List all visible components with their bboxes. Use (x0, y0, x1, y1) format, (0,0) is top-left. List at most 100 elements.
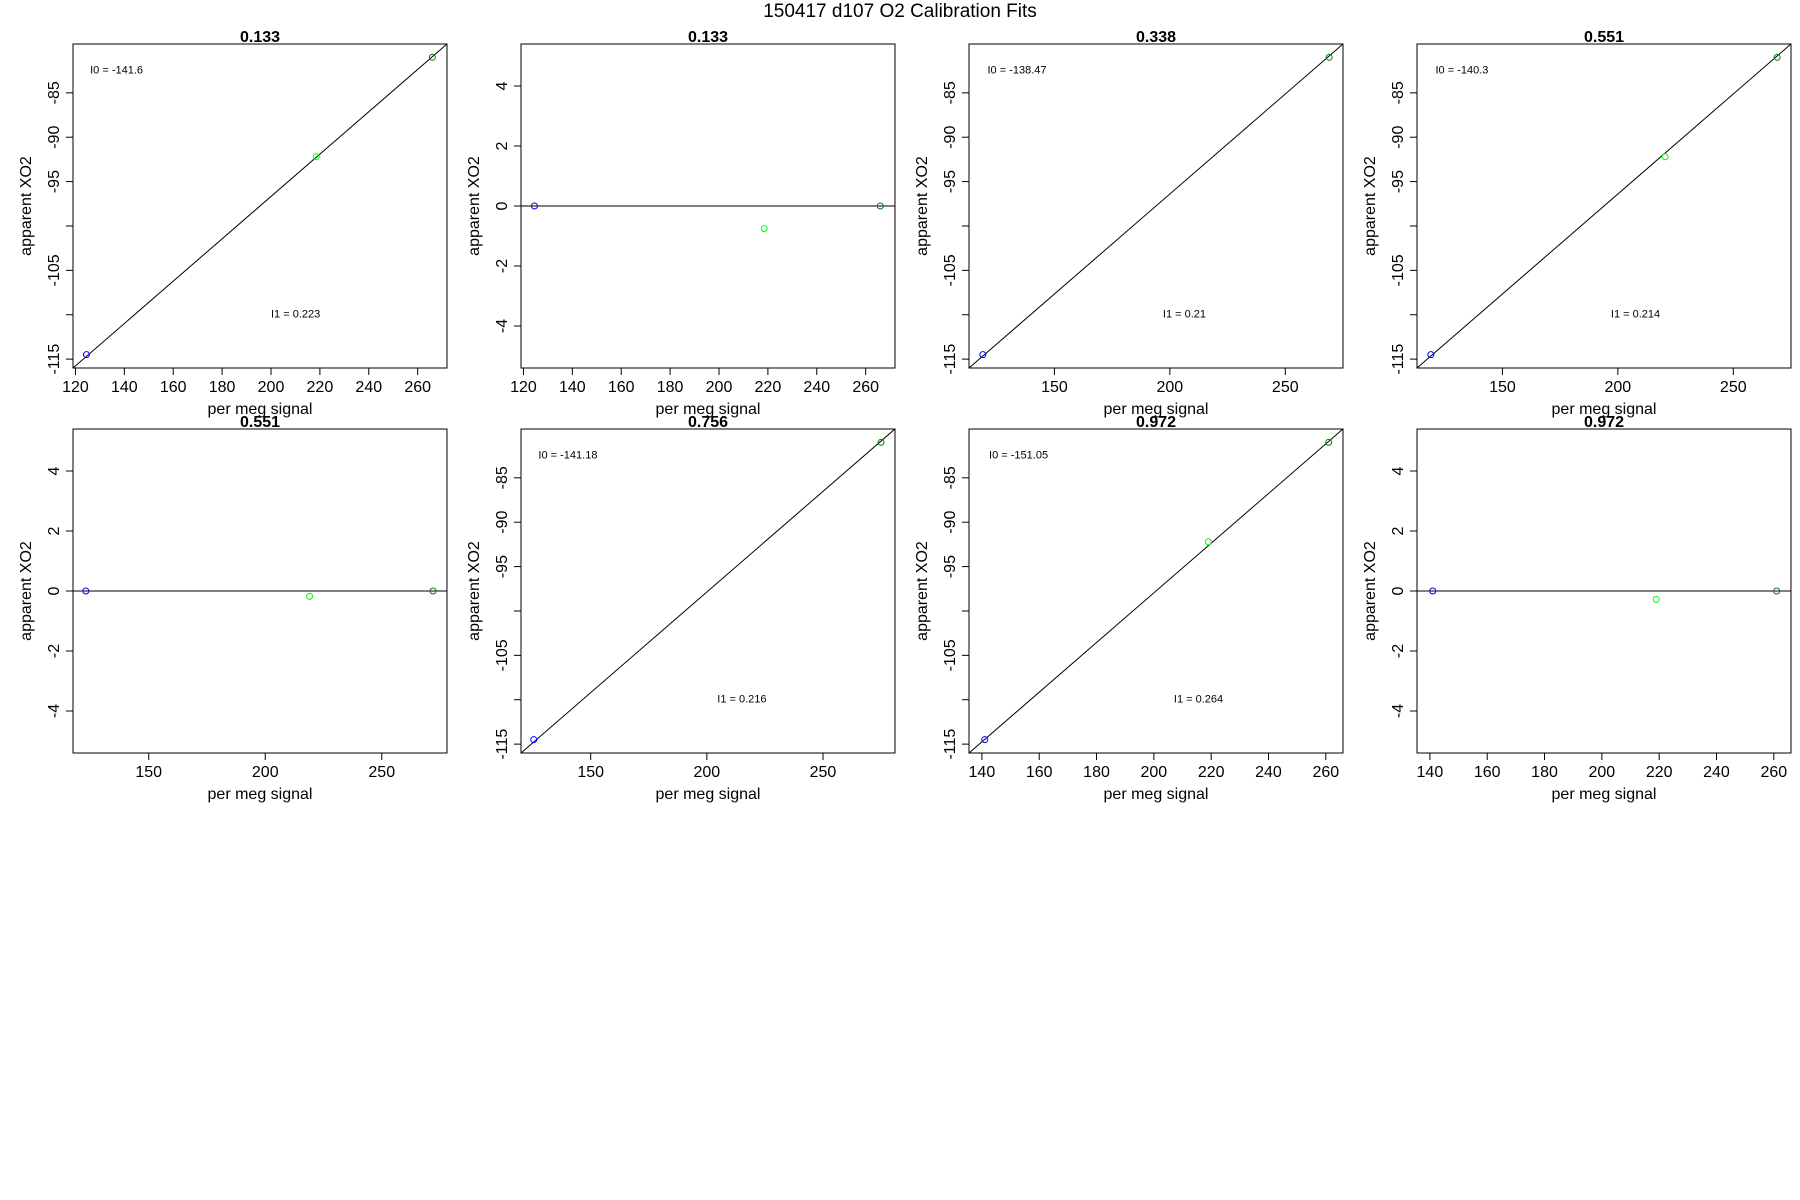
calibration-panel-1: 0.133 120 140 160 180 200 220 240 260 -115 -105 -95… (18, 29, 448, 418)
x-tick-label: 180 (1083, 764, 1110, 781)
data-point (981, 736, 989, 744)
y-tick-label: -105 (1390, 254, 1407, 286)
y-tick-label: -90 (1390, 126, 1407, 149)
x-tick-label: 200 (693, 764, 720, 781)
x-tick-label: 120 (510, 379, 537, 396)
y-tick-label: 4 (494, 81, 511, 90)
data-point (760, 225, 768, 232)
x-tick-label: 200 (1157, 379, 1184, 396)
x-tick-label: 200 (1605, 379, 1632, 396)
data-point (530, 736, 538, 744)
x-tick-label: 160 (1026, 764, 1053, 781)
x-axis-label: per meg signal (208, 401, 313, 418)
y-axis-label: apparent XO2 (914, 156, 931, 256)
panel-title: 0.972 (1136, 414, 1176, 431)
fit-line (969, 44, 1343, 368)
y-axis-label: apparent XO2 (466, 156, 483, 256)
y-axis-label: apparent XO2 (18, 541, 35, 641)
y-tick-label: -105 (942, 639, 959, 671)
fit-annotation: I1 = 0.264 (1174, 693, 1223, 705)
plot-frame (72, 428, 448, 754)
y-tick-label: -2 (494, 259, 511, 273)
x-tick-label: 240 (1703, 764, 1730, 781)
y-tick-label: -85 (46, 81, 63, 104)
x-tick-label: 150 (577, 764, 604, 781)
y-tick-label: -85 (1390, 81, 1407, 104)
y-tick-label: -95 (942, 170, 959, 193)
plot-frame (72, 43, 448, 369)
data-point (306, 592, 314, 600)
fit-line (521, 429, 895, 753)
data-point (1429, 587, 1437, 595)
panel-title: 0.551 (1584, 29, 1624, 46)
x-tick-label: 240 (803, 379, 830, 396)
x-axis-label: per meg signal (1552, 786, 1657, 803)
x-tick-label: 180 (1531, 764, 1558, 781)
x-tick-label: 200 (252, 764, 279, 781)
y-tick-label: -4 (46, 704, 63, 718)
y-tick-label: 2 (494, 141, 511, 150)
x-tick-label: 180 (657, 379, 684, 396)
y-tick-label: -85 (942, 81, 959, 104)
data-point (1204, 538, 1212, 546)
data-point (428, 53, 436, 61)
data-point (1773, 587, 1781, 595)
data-point (312, 153, 320, 161)
fit-line (969, 429, 1343, 753)
fit-line (1417, 44, 1791, 368)
plot-frame (968, 43, 1344, 369)
fit-annotation: I1 = 0.216 (717, 693, 766, 705)
x-tick-label: 260 (404, 379, 431, 396)
x-tick-label: 160 (160, 379, 187, 396)
y-tick-label: 0 (494, 201, 511, 210)
y-tick-label: 2 (46, 526, 63, 535)
y-tick-label: -2 (1390, 644, 1407, 658)
y-tick-label: -95 (1390, 170, 1407, 193)
y-tick-label: -105 (46, 254, 63, 286)
data-point (82, 351, 90, 359)
y-tick-label: 2 (1390, 526, 1407, 535)
x-tick-label: 200 (1588, 764, 1615, 781)
x-tick-label: 140 (1417, 764, 1444, 781)
y-tick-label: -95 (494, 555, 511, 578)
x-tick-label: 250 (1720, 379, 1747, 396)
x-axis-label: per meg signal (656, 786, 761, 803)
fit-annotation: I0 = -141.6 (90, 64, 143, 76)
calibration-panel-8: 0.972 140 160 180 200 220 240 260 -4 -2 0 2 4 per meg… (1362, 414, 1792, 803)
y-tick-label: -115 (942, 344, 959, 375)
y-tick-label: -85 (494, 466, 511, 489)
x-axis-label: per meg signal (1104, 786, 1209, 803)
y-tick-label: -85 (942, 466, 959, 489)
plot-frame (968, 428, 1344, 754)
data-point (1652, 595, 1660, 603)
fit-annotation: I1 = 0.223 (271, 308, 320, 320)
y-tick-label: 0 (1390, 586, 1407, 595)
calibration-panel-3: 0.338 150 200 250 -115 -105 -95 -90 -85 per meg s… (914, 29, 1344, 418)
data-point (429, 587, 437, 595)
plot-frame (1416, 43, 1792, 369)
y-tick-label: -2 (46, 644, 63, 658)
x-tick-label: 220 (1198, 764, 1225, 781)
x-tick-label: 220 (1646, 764, 1673, 781)
y-axis-label: apparent XO2 (1362, 156, 1379, 256)
y-tick-label: 4 (46, 466, 63, 475)
fit-annotation: I1 = 0.21 (1163, 308, 1206, 320)
fit-annotation: I1 = 0.214 (1611, 308, 1660, 320)
y-tick-label: -115 (46, 344, 63, 375)
data-point (1773, 53, 1781, 61)
x-axis-label: per meg signal (1552, 401, 1657, 418)
fit-annotation: I0 = -151.05 (989, 449, 1048, 461)
y-tick-label: -95 (46, 170, 63, 193)
y-axis-label: apparent XO2 (914, 541, 931, 641)
y-tick-label: -4 (494, 319, 511, 333)
fit-annotation: I0 = -141.18 (538, 449, 597, 461)
panel-title: 0.133 (688, 29, 728, 46)
x-tick-label: 200 (258, 379, 285, 396)
x-tick-label: 260 (852, 379, 879, 396)
x-tick-label: 260 (1312, 764, 1339, 781)
x-axis-label: per meg signal (208, 786, 313, 803)
calibration-panel-5: 0.551 150 200 250 -4 -2 0 2 4 per meg signal appar… (18, 414, 448, 803)
fit-annotation: I0 = -138.47 (987, 64, 1046, 76)
